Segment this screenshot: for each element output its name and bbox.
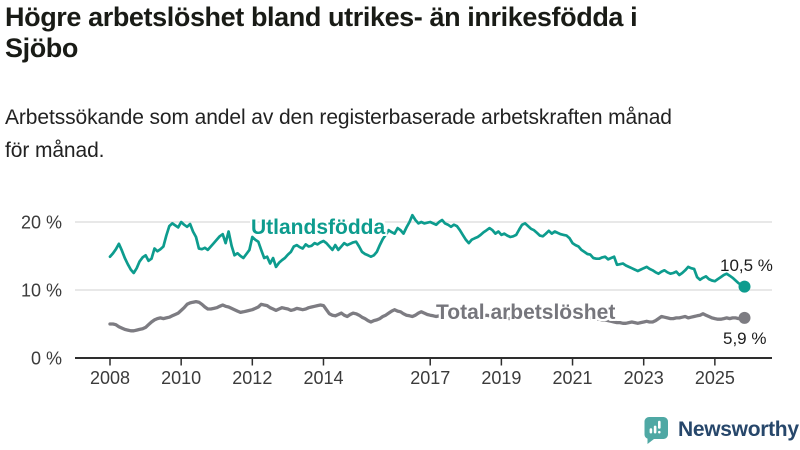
page-title-line1: Högre arbetslöshet bland utrikes- än inr…: [5, 2, 638, 32]
x-tick-label-2012: 2012: [232, 368, 272, 388]
x-tick-label-2010: 2010: [161, 368, 201, 388]
x-tick-label-2023: 2023: [624, 368, 664, 388]
newsworthy-wordmark: Newsworthy: [678, 418, 799, 441]
y-tick-label-0: 0 %: [31, 349, 62, 369]
series-label-total-arbetsloshet: Total arbetslöshet: [436, 301, 616, 324]
end-dot-total: [738, 311, 751, 324]
chart-subtitle: Arbetssökande som andel av den registerb…: [5, 101, 795, 167]
page-title: Högre arbetslöshet bland utrikes- än inr…: [5, 2, 795, 64]
end-dot-utlandsfodda: [738, 280, 751, 293]
page-title-line2: Sjöbo: [5, 33, 78, 63]
chart-subtitle-line2: för månad.: [5, 139, 105, 162]
y-tick-label-20: 20 %: [21, 213, 62, 233]
x-tick-label-2014: 2014: [303, 368, 343, 388]
y-tick-label-10: 10 %: [21, 281, 62, 301]
x-tick-label-2017: 2017: [410, 368, 450, 388]
x-tick-label-2008: 2008: [90, 368, 130, 388]
x-tick-label-2019: 2019: [481, 368, 521, 388]
chart-subtitle-line1: Arbetssökande som andel av den registerb…: [5, 106, 672, 129]
end-value-label-total: 5,9 %: [723, 329, 767, 348]
newsworthy-bar-chart-bubble-icon: [644, 417, 668, 444]
end-value-label-utlandsfodda: 10,5 %: [720, 256, 773, 275]
series-line-total: [108, 299, 747, 333]
x-tick-label-2021: 2021: [553, 368, 593, 388]
series-label-utlandsfodda: Utlandsfödda: [251, 216, 386, 239]
newsworthy-logo[interactable]: Newsworthy: [642, 415, 799, 445]
series-line-utlandsfodda: [108, 213, 746, 288]
x-tick-label-2025: 2025: [695, 368, 735, 388]
